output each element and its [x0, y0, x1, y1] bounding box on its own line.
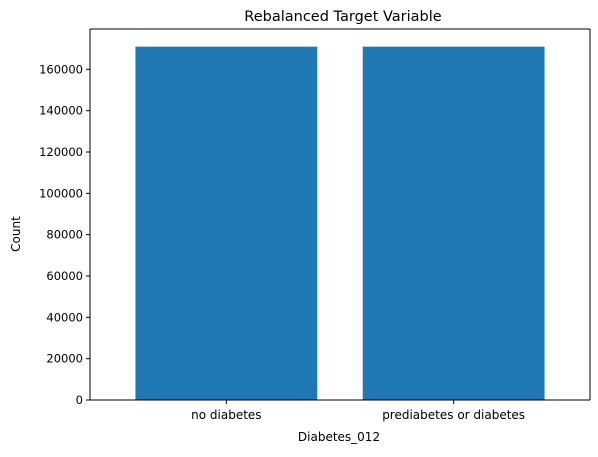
bars-layer [135, 46, 545, 400]
y-tick-label: 140000 [39, 104, 83, 118]
bar-0 [135, 46, 318, 400]
y-tick-label: 40000 [46, 310, 83, 324]
y-tick-label: 120000 [39, 145, 83, 159]
x-tick-label: no diabetes [191, 408, 261, 422]
y-tick-label: 20000 [46, 352, 83, 366]
chart-title: Rebalanced Target Variable [244, 9, 442, 25]
x-tick-label: prediabetes or diabetes [382, 408, 525, 422]
y-tick-label: 60000 [46, 269, 83, 283]
y-axis-label: Count [9, 216, 23, 252]
y-tick-label: 80000 [46, 228, 83, 242]
x-axis-label: Diabetes_012 [298, 430, 380, 444]
bar-1 [362, 46, 545, 400]
y-tick-label: 160000 [39, 62, 83, 76]
axes-layer: 0 20000 40000 60000 80000 100000 120000 140000 1… [39, 28, 591, 422]
y-tick-label: 100000 [39, 186, 83, 200]
y-tick-label: 0 [76, 393, 83, 407]
